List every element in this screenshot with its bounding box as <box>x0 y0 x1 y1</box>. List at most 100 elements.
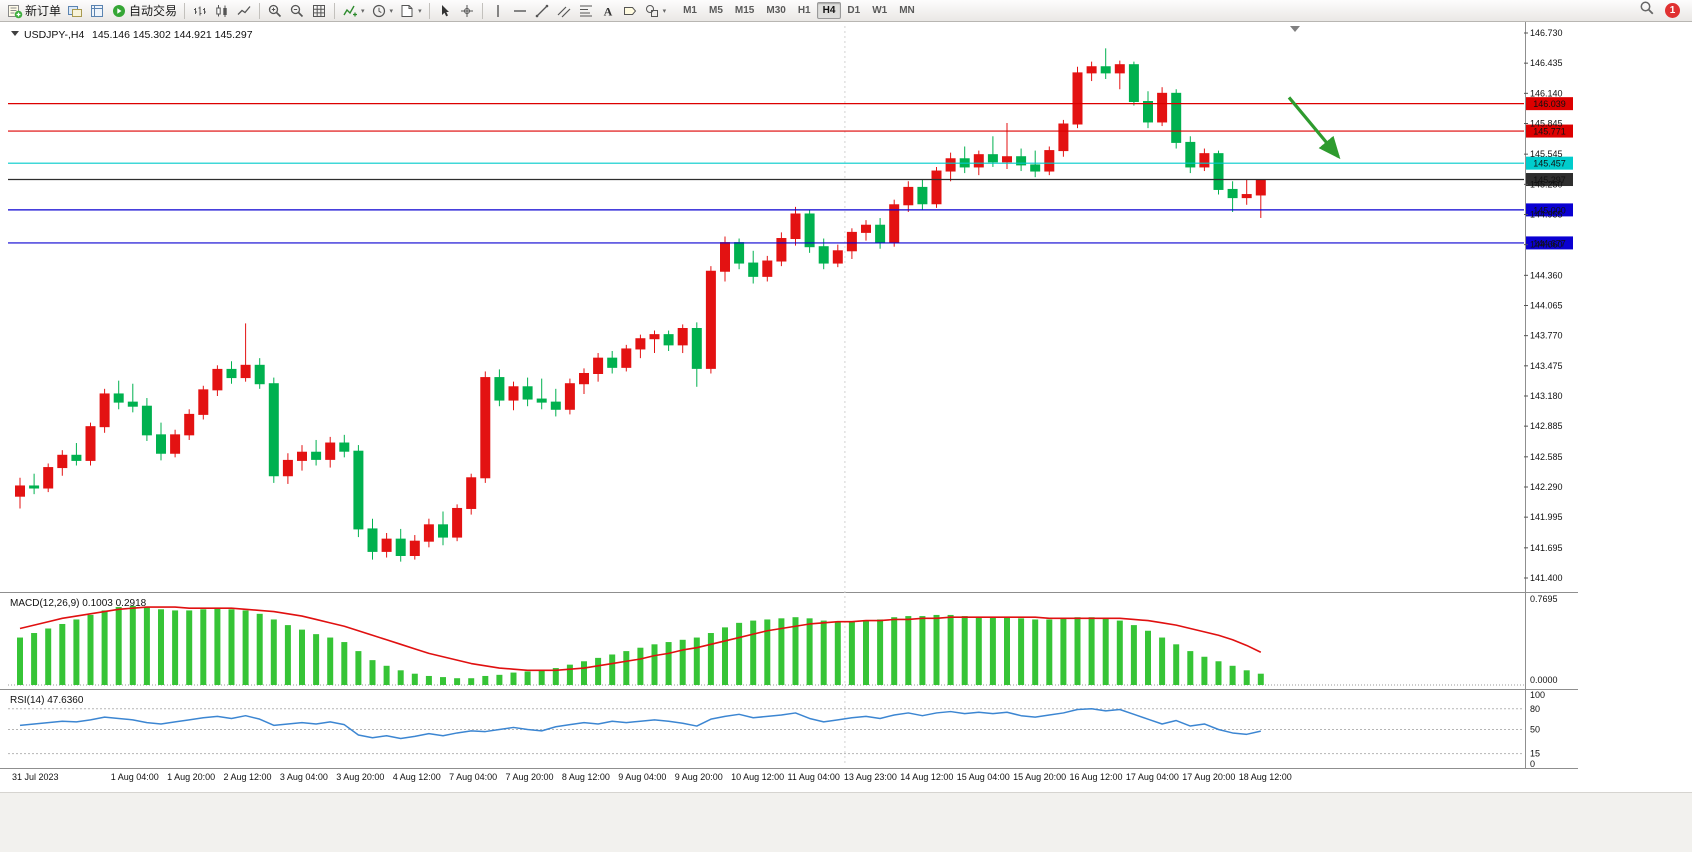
svg-text:144.360: 144.360 <box>1530 270 1563 280</box>
svg-text:14 Aug 12:00: 14 Aug 12:00 <box>900 772 953 782</box>
svg-text:17 Aug 20:00: 17 Aug 20:00 <box>1182 772 1235 782</box>
svg-text:1 Aug 04:00: 1 Aug 04:00 <box>111 772 159 782</box>
candlestick-chart-button[interactable] <box>211 2 233 20</box>
price-axis[interactable]: 146.730 146.435 146.140 145.845 145.545 145.2… <box>1524 28 1563 583</box>
hline-145.000[interactable]: 145.000 <box>8 203 1573 217</box>
timeframe-w1-button[interactable]: W1 <box>872 5 888 16</box>
label-icon <box>622 3 638 19</box>
hline-146.039[interactable]: 146.039 <box>8 97 1573 111</box>
svg-text:31 Jul 2023: 31 Jul 2023 <box>12 772 59 782</box>
templates-button[interactable]: ▾ <box>396 2 425 20</box>
hline-145.771[interactable]: 145.771 <box>8 124 1573 138</box>
charts-profile-button[interactable] <box>64 2 86 20</box>
bars-icon <box>192 3 208 19</box>
charts-icon <box>67 3 83 19</box>
svg-text:3 Aug 04:00: 3 Aug 04:00 <box>280 772 328 782</box>
cursor-button[interactable] <box>434 2 456 20</box>
timeframe-d1-button[interactable]: D1 <box>847 5 861 16</box>
fibonacci-button[interactable] <box>575 2 597 20</box>
svg-text:145.545: 145.545 <box>1530 149 1563 159</box>
svg-text:145.000: 145.000 <box>1533 205 1566 215</box>
timeframe-mn-button[interactable]: MN <box>899 5 915 16</box>
svg-text:13 Aug 23:00: 13 Aug 23:00 <box>844 772 897 782</box>
svg-text:4 Aug 12:00: 4 Aug 12:00 <box>393 772 441 782</box>
time-axis[interactable]: 31 Jul 2023 1 Aug 04:00 1 Aug 20:00 2 Aug 1… <box>12 772 1292 782</box>
svg-text:3 Aug 20:00: 3 Aug 20:00 <box>336 772 384 782</box>
toolbar-separator <box>259 2 261 19</box>
vertical-line-button[interactable] <box>487 2 509 20</box>
svg-text:144.660: 144.660 <box>1530 240 1563 250</box>
toolbar-right-tools: 1 <box>1639 0 1688 21</box>
svg-text:146.730: 146.730 <box>1530 28 1563 38</box>
timeframe-m15-button[interactable]: M15 <box>734 5 755 16</box>
svg-text:7 Aug 04:00: 7 Aug 04:00 <box>449 772 497 782</box>
svg-text:17 Aug 04:00: 17 Aug 04:00 <box>1126 772 1179 782</box>
horizontal-line-button[interactable] <box>509 2 531 20</box>
svg-text:143.475: 143.475 <box>1530 361 1563 371</box>
market-watch-button[interactable] <box>86 2 108 20</box>
svg-text:142.290: 142.290 <box>1530 482 1563 492</box>
periods-button[interactable]: ▾ <box>368 2 397 20</box>
notification-badge[interactable]: 1 <box>1665 3 1680 18</box>
timeframe-m5-button[interactable]: M5 <box>709 5 723 16</box>
svg-text:143.180: 143.180 <box>1530 391 1563 401</box>
svg-text:11 Aug 04:00: 11 Aug 04:00 <box>788 772 840 782</box>
svg-text:7 Aug 20:00: 7 Aug 20:00 <box>506 772 554 782</box>
svg-text:8 Aug 12:00: 8 Aug 12:00 <box>562 772 610 782</box>
rsi-pane: 100 80 50 150 <box>8 690 1545 769</box>
svg-text:141.995: 141.995 <box>1530 512 1563 522</box>
text-label-button[interactable] <box>619 2 641 20</box>
chart-shift-marker-icon[interactable] <box>1290 26 1300 32</box>
zoom-out-icon <box>289 3 305 19</box>
bar-chart-button[interactable] <box>189 2 211 20</box>
window-bottom-strip <box>0 792 1692 852</box>
hline-145.297[interactable]: 145.297 <box>8 173 1573 187</box>
grid-icon <box>311 3 327 19</box>
svg-text:144.065: 144.065 <box>1530 300 1563 310</box>
dropdown-arrow-icon: ▾ <box>662 7 667 15</box>
text-button[interactable]: A <box>597 2 619 20</box>
toolbar-separator <box>428 2 430 19</box>
shapes-button[interactable]: ▾ <box>641 2 670 20</box>
timeframe-h4-button[interactable]: H4 <box>816 2 842 19</box>
hline-icon <box>512 3 528 19</box>
chart-menu-collapse-icon[interactable] <box>11 31 19 36</box>
timeframe-m1-button[interactable]: M1 <box>683 5 697 16</box>
text-icon: A <box>600 3 616 19</box>
rsi-label: RSI(14) 47.6360 <box>10 695 84 706</box>
rsi-line <box>19 708 1261 740</box>
auto-trading-button[interactable]: 自动交易 <box>108 2 180 20</box>
candles-layer <box>15 48 1266 562</box>
trendline-button[interactable] <box>531 2 553 20</box>
svg-text:145.771: 145.771 <box>1533 127 1566 137</box>
annotations-layer <box>1287 26 1341 160</box>
cursor-icon <box>437 3 453 19</box>
zoom-out-button[interactable] <box>286 2 308 20</box>
svg-text:18 Aug 12:00: 18 Aug 12:00 <box>1239 772 1292 782</box>
crosshair-icon <box>459 3 475 19</box>
equidistant-channel-button[interactable] <box>553 2 575 20</box>
hline-145.457[interactable]: 145.457 <box>8 156 1573 170</box>
timeframe-m30-button[interactable]: M30 <box>766 5 786 16</box>
tile-windows-button[interactable] <box>308 2 330 20</box>
timeframe-h1-button[interactable]: H1 <box>797 5 811 16</box>
svg-text:50: 50 <box>1530 725 1540 735</box>
svg-text:146.039: 146.039 <box>1533 99 1566 109</box>
svg-text:143.770: 143.770 <box>1530 331 1563 341</box>
crosshair-button[interactable] <box>456 2 478 20</box>
svg-text:15 Aug 04:00: 15 Aug 04:00 <box>957 772 1010 782</box>
hline-144.677[interactable]: 144.677 <box>8 236 1573 250</box>
trend-arrow-annotation[interactable] <box>1287 96 1341 160</box>
macd-axis-max: 0.7695 <box>1530 594 1558 604</box>
new-order-button[interactable]: 新订单 <box>4 2 64 20</box>
search-icon[interactable] <box>1639 0 1655 21</box>
zoom-in-button[interactable] <box>264 2 286 20</box>
indicators-button[interactable]: ▾ <box>339 2 368 20</box>
macd-signal-line <box>19 606 1262 672</box>
line-chart-button[interactable] <box>233 2 255 20</box>
svg-text:100: 100 <box>1530 690 1545 700</box>
svg-text:145.297: 145.297 <box>1533 175 1566 185</box>
svg-text:146.435: 146.435 <box>1530 58 1563 68</box>
svg-text:1 Aug 20:00: 1 Aug 20:00 <box>167 772 215 782</box>
